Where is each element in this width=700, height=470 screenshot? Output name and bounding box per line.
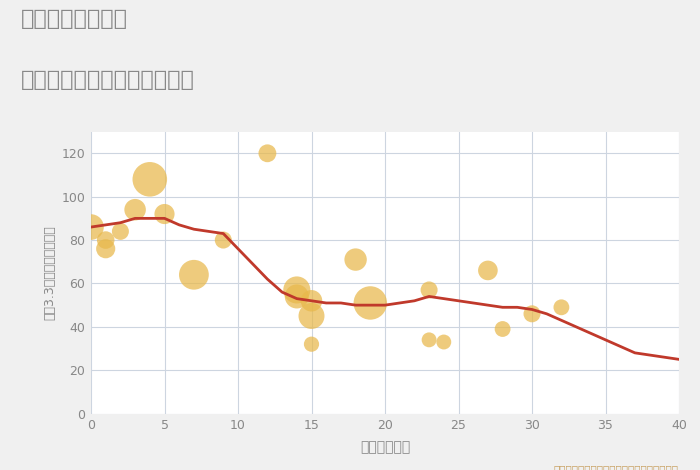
- Point: [130, 206, 141, 213]
- Point: [438, 338, 449, 346]
- Point: [306, 340, 317, 348]
- Point: [365, 299, 376, 307]
- Point: [424, 336, 435, 344]
- Point: [159, 210, 170, 218]
- Point: [100, 236, 111, 244]
- X-axis label: 築年数（年）: 築年数（年）: [360, 440, 410, 454]
- Point: [291, 286, 302, 294]
- Point: [424, 286, 435, 294]
- Point: [115, 227, 126, 235]
- Point: [262, 149, 273, 157]
- Point: [188, 271, 199, 279]
- Point: [482, 266, 493, 274]
- Point: [306, 297, 317, 305]
- Point: [85, 223, 97, 231]
- Point: [526, 310, 538, 318]
- Point: [556, 304, 567, 311]
- Point: [350, 256, 361, 263]
- Point: [306, 312, 317, 320]
- Point: [218, 236, 229, 244]
- Text: 三重県桑名市島田: 三重県桑名市島田: [21, 9, 128, 30]
- Point: [144, 176, 155, 183]
- Point: [497, 325, 508, 333]
- Text: 円の大きさは、取引のあった物件面積を示す: 円の大きさは、取引のあった物件面積を示す: [554, 464, 679, 470]
- Point: [291, 293, 302, 300]
- Text: 築年数別中古マンション価格: 築年数別中古マンション価格: [21, 70, 195, 91]
- Y-axis label: 坪（3.3㎡）単価（万円）: 坪（3.3㎡）単価（万円）: [43, 225, 56, 320]
- Point: [100, 245, 111, 252]
